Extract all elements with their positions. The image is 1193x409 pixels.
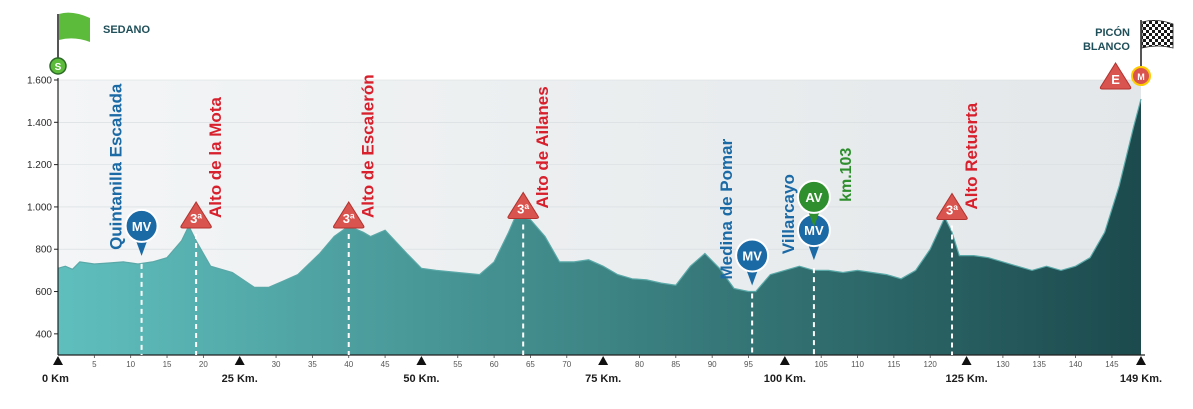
climb-category: 3ª (946, 203, 958, 218)
elevation-profile (58, 99, 1141, 355)
flag-cloth (59, 12, 90, 42)
mv-pin-icon: MV (124, 208, 159, 256)
finish-climb-category-icon: E (1099, 62, 1132, 90)
start-symbol: S (55, 62, 62, 73)
x-minor-tick-label: 80 (635, 360, 644, 369)
feed-zone-label: km.103 (838, 148, 855, 202)
finish-symbol: M (1137, 72, 1145, 82)
pin-text: MV (132, 219, 152, 234)
x-minor-tick-label: 15 (163, 360, 172, 369)
x-minor-tick-label: 120 (924, 360, 938, 369)
x-minor-tick-label: 30 (272, 360, 281, 369)
climb-category-icon: 3ª (936, 192, 968, 220)
x-major-tick-triangle (416, 356, 427, 365)
x-minor-tick-label: 145 (1105, 360, 1119, 369)
x-minor-tick-label: 70 (562, 360, 571, 369)
axes: 400 600 800 1.000 1.200 1.400 1.600 5 10 15 20 30 35… (27, 76, 1162, 386)
climb-category-icon: 3ª (180, 201, 212, 229)
town-label: Quintanilla Escalada (107, 83, 126, 250)
climb-triangle (332, 201, 365, 229)
x-minor-tick-label: 35 (308, 360, 317, 369)
climb-name-label: Alto de la Mota (206, 97, 225, 218)
x-minor-tick-label: 105 (815, 360, 829, 369)
y-tick-label: 600 (35, 287, 52, 298)
x-major-tick-triangle (598, 356, 609, 365)
x-major-tick-triangle (53, 356, 63, 365)
route-markers: S SEDANO MV Quintanilla Escalada 3ª Alto de l… (49, 12, 1174, 355)
pin-text: AV (805, 190, 822, 205)
x-minor-tick-label: 85 (671, 360, 680, 369)
x-minor-tick-label: 65 (526, 360, 535, 369)
start-town-label: SEDANO (103, 24, 151, 36)
x-minor-tick-label: 95 (744, 360, 753, 369)
x-minor-tick-label: 115 (887, 360, 900, 369)
start-badge (49, 57, 67, 75)
pin-text: MV (804, 223, 824, 238)
finish-badge (1131, 66, 1151, 86)
x-minor-tick-label: 135 (1033, 360, 1047, 369)
x-major-tick-triangle (961, 356, 972, 365)
x-minor-tick-label: 20 (199, 360, 208, 369)
climb-category: 3ª (343, 211, 355, 226)
pin-head (124, 208, 159, 243)
x-minor-tick-label: 140 (1069, 360, 1083, 369)
x-major-tick-label: 100 Km. (764, 373, 806, 385)
checkered-flag (1141, 20, 1174, 49)
x-minor-tick-label: 55 (453, 360, 462, 369)
finish-town-label: PICÓN (1095, 26, 1130, 39)
x-major-tick-triangle (1136, 356, 1146, 365)
x-minor-tick-label: 45 (381, 360, 390, 369)
climb-category: E (1111, 72, 1120, 87)
x-minor-tick-label: 40 (344, 360, 353, 369)
x-minor-tick-label: 60 (490, 360, 499, 369)
start-flag-icon: S (49, 12, 90, 75)
x-major-tick-label: 50 Km. (403, 373, 439, 385)
climb-category: 3ª (517, 201, 529, 216)
climb-category-icon: 3ª (507, 191, 539, 219)
climb-name-label: Alto de Escalerón (359, 74, 378, 218)
pin-head (735, 238, 770, 273)
y-tick-label: 1.400 (27, 118, 52, 129)
climb-triangle (936, 192, 968, 220)
x-major-tick-label: 0 Km (42, 373, 69, 385)
finish-flag-icon: M (1131, 20, 1174, 86)
y-tick-label: 1.200 (27, 160, 52, 171)
x-minor-tick-label: 90 (708, 360, 717, 369)
elevation-area (57, 98, 1142, 355)
town-label: Medina de Pomar (717, 138, 736, 279)
elevation-ridge-line (57, 98, 1142, 293)
pin-head (796, 179, 831, 214)
y-tick-label: 800 (35, 245, 52, 256)
y-tick-label: 1.000 (27, 202, 52, 213)
climb-triangle (507, 191, 539, 219)
av-pin-icon: AV (796, 179, 831, 227)
pin-text: MV (742, 249, 762, 264)
x-major-tick-triangle (779, 356, 790, 365)
climb-category: 3ª (190, 211, 202, 226)
x-major-tick-label: 25 Km. (222, 373, 258, 385)
climb-category-icon: 3ª (332, 201, 365, 229)
town-label: Villarcayo (779, 174, 798, 254)
x-major-tick-label: 75 Km. (585, 373, 621, 385)
climb-triangle (180, 201, 212, 229)
mv-pin-icon: MV (735, 238, 770, 286)
climb-triangle (1099, 62, 1132, 90)
x-minor-tick-label: 130 (996, 360, 1010, 369)
x-major-tick-triangle (234, 356, 245, 365)
y-tick-label: 400 (35, 329, 52, 340)
x-minor-tick-label: 110 (851, 360, 864, 369)
x-minor-tick-label: 10 (126, 360, 135, 369)
y-tick-label: 1.600 (27, 76, 52, 87)
x-major-tick-label: 125 Km. (945, 373, 987, 385)
climb-name-label: Alto de Ailanes (533, 86, 552, 208)
x-major-tick-label: 149 Km. (1120, 373, 1162, 385)
x-minor-tick-label: 5 (92, 360, 97, 369)
climb-name-label: Alto Retuerta (962, 102, 981, 209)
finish-town-label: BLANCO (1083, 41, 1130, 53)
